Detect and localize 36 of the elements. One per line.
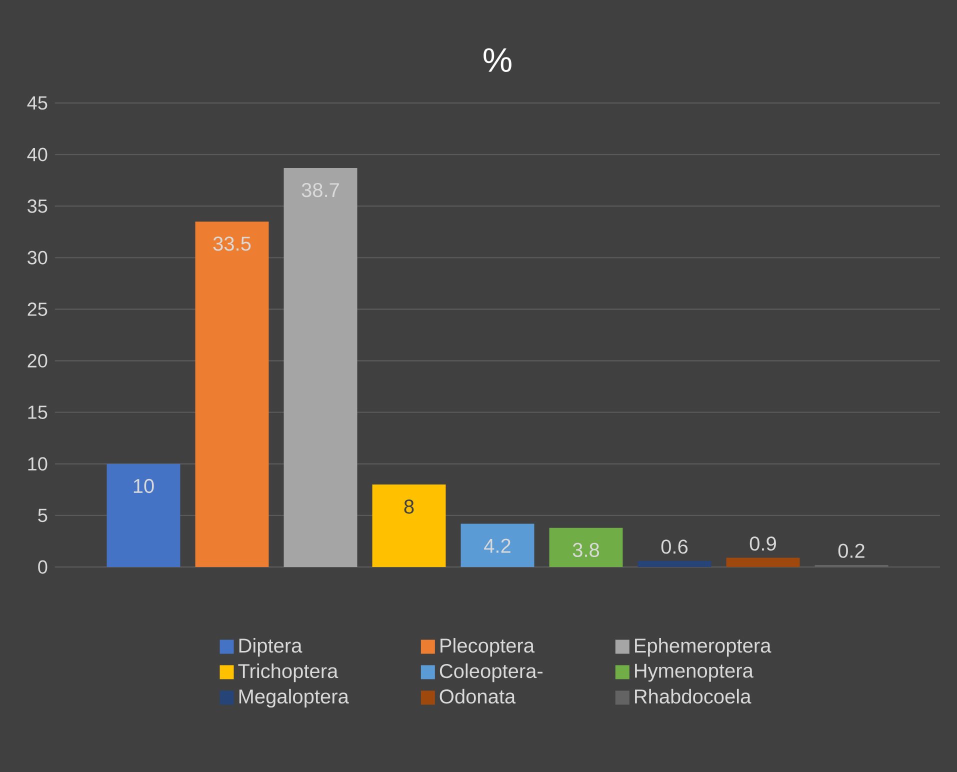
legend-label: Plecoptera [440,638,535,657]
legend-label: Ephemeroptera [635,638,772,657]
legend-label: Hymenoptera [635,664,754,682]
y-tick-label: 25 [28,302,48,316]
y-tick-label: 30 [28,250,48,264]
y-tick-label: 20 [28,354,48,368]
data-label: 8 [404,500,414,514]
y-tick-label: 5 [38,508,48,522]
bar [726,558,800,567]
y-tick-label: 10 [28,457,48,471]
bar [372,484,446,567]
y-tick-label: 15 [28,406,48,419]
y-tick-label: 0 [38,560,48,574]
bar [638,560,712,567]
legend-label: Odonata [440,688,516,704]
bar [106,464,180,567]
bar [195,222,269,567]
data-label: 0.9 [750,536,776,551]
bar [549,528,623,567]
y-tick-label: 35 [28,199,48,213]
legend-label: Rhabdocoela [635,688,752,704]
data-label: 4.2 [484,538,510,553]
bar [284,168,358,567]
data-label: 0.6 [661,540,688,554]
data-label: 10 [134,478,154,494]
legend-label: Diptera [239,638,302,657]
legend-label: Megaloptera [239,688,349,708]
data-label: 33.5 [213,236,251,251]
data-label: 0.2 [838,544,864,558]
legend-label: Coleoptera- [440,663,543,682]
y-tick-label: 40 [27,148,48,162]
chart-title: % [484,48,512,72]
y-tick-label: 45 [27,96,48,110]
data-label: 3.8 [572,542,600,558]
bar [460,524,534,567]
legend-label: Trichoptera [238,663,338,682]
